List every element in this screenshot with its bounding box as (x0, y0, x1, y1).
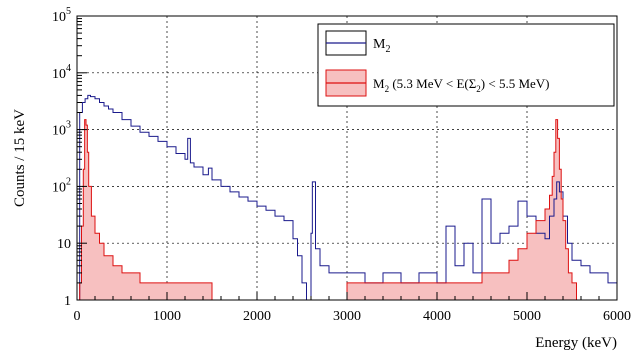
y-axis-label: Counts / 15 keV (12, 109, 28, 207)
x-tick-label-0: 0 (74, 309, 81, 324)
legend-box (317, 23, 615, 107)
x-tick-label-6: 6000 (603, 309, 631, 324)
series-m2-gated-line (77, 119, 617, 301)
legend: M2 M2 (5.3 MeV < E(Σ2) < 5.5 MeV) (317, 23, 615, 107)
y-axis-ticks: 1 10 102 103 104 105 (52, 6, 87, 309)
x-tick-label-2: 2000 (243, 309, 271, 324)
x-axis-ticks: 0 1000 2000 3000 4000 5000 6000 (74, 292, 631, 324)
series-layer (77, 94, 617, 301)
x-axis-label: Energy (keV) (535, 335, 617, 351)
y-tick-label-4: 104 (52, 63, 71, 82)
y-tick-label-0: 1 (64, 294, 71, 309)
series-m2-line (77, 94, 617, 301)
x-tick-label-4: 4000 (423, 309, 451, 324)
x-tick-label-1: 1000 (153, 309, 181, 324)
series-m2-gated-fill (77, 119, 617, 300)
x-tick-label-5: 5000 (513, 309, 541, 324)
y-tick-label-3: 103 (52, 120, 71, 139)
y-tick-label-5: 105 (52, 6, 71, 25)
y-tick-label-2: 102 (52, 176, 71, 195)
legend-label-m2-gated: M2 (5.3 MeV < E(Σ2) < 5.5 MeV) (373, 76, 550, 94)
legend-label-m2: M2 (373, 37, 390, 55)
y-tick-label-1: 10 (57, 237, 71, 252)
x-tick-label-3: 3000 (333, 309, 361, 324)
